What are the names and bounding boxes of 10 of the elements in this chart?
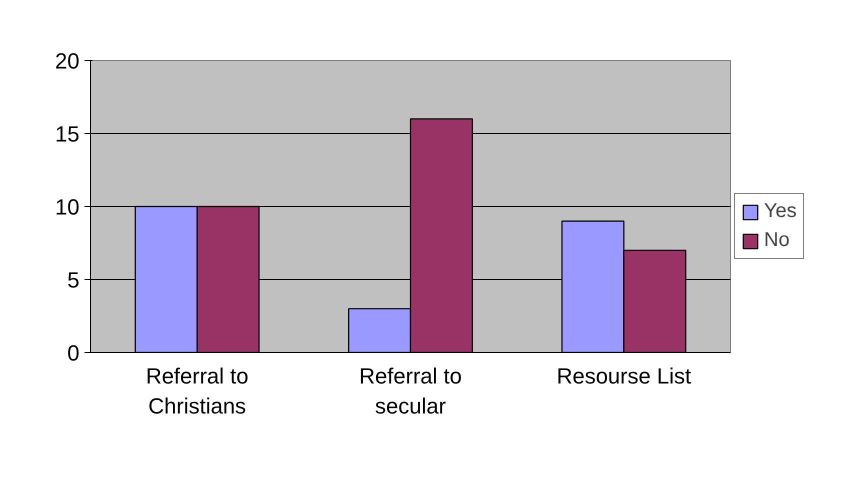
y-tick-label: 0 <box>67 340 80 366</box>
x-tick-label: Referral to secular <box>359 364 462 418</box>
y-tick-label: 20 <box>55 48 80 74</box>
y-tick-label: 5 <box>67 268 80 292</box>
y-tick-label: 15 <box>55 122 80 146</box>
legend-label: Yes <box>764 200 797 223</box>
y-tick-label: 10 <box>55 194 80 220</box>
x-tick-label: Referral to Christians <box>146 364 249 418</box>
x-tick-label: Resourse List <box>556 364 692 388</box>
legend-label: No <box>764 229 790 252</box>
